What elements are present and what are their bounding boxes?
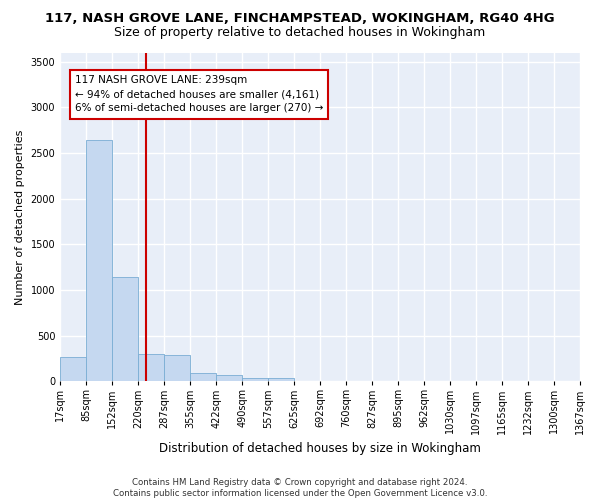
Bar: [190, 372, 216, 381]
Bar: [242, 378, 268, 381]
Text: Size of property relative to detached houses in Wokingham: Size of property relative to detached ho…: [115, 26, 485, 39]
Text: Contains HM Land Registry data © Crown copyright and database right 2024.
Contai: Contains HM Land Registry data © Crown c…: [113, 478, 487, 498]
Bar: [86, 140, 112, 381]
X-axis label: Distribution of detached houses by size in Wokingham: Distribution of detached houses by size …: [159, 442, 481, 455]
Bar: [216, 376, 242, 381]
Bar: [112, 277, 139, 381]
Bar: [164, 354, 190, 381]
Text: 117, NASH GROVE LANE, FINCHAMPSTEAD, WOKINGHAM, RG40 4HG: 117, NASH GROVE LANE, FINCHAMPSTEAD, WOK…: [45, 12, 555, 26]
Text: 117 NASH GROVE LANE: 239sqm
← 94% of detached houses are smaller (4,161)
6% of s: 117 NASH GROVE LANE: 239sqm ← 94% of det…: [75, 76, 323, 114]
Bar: [60, 356, 86, 381]
Bar: [268, 378, 294, 381]
Bar: [139, 354, 164, 381]
Y-axis label: Number of detached properties: Number of detached properties: [15, 129, 25, 304]
